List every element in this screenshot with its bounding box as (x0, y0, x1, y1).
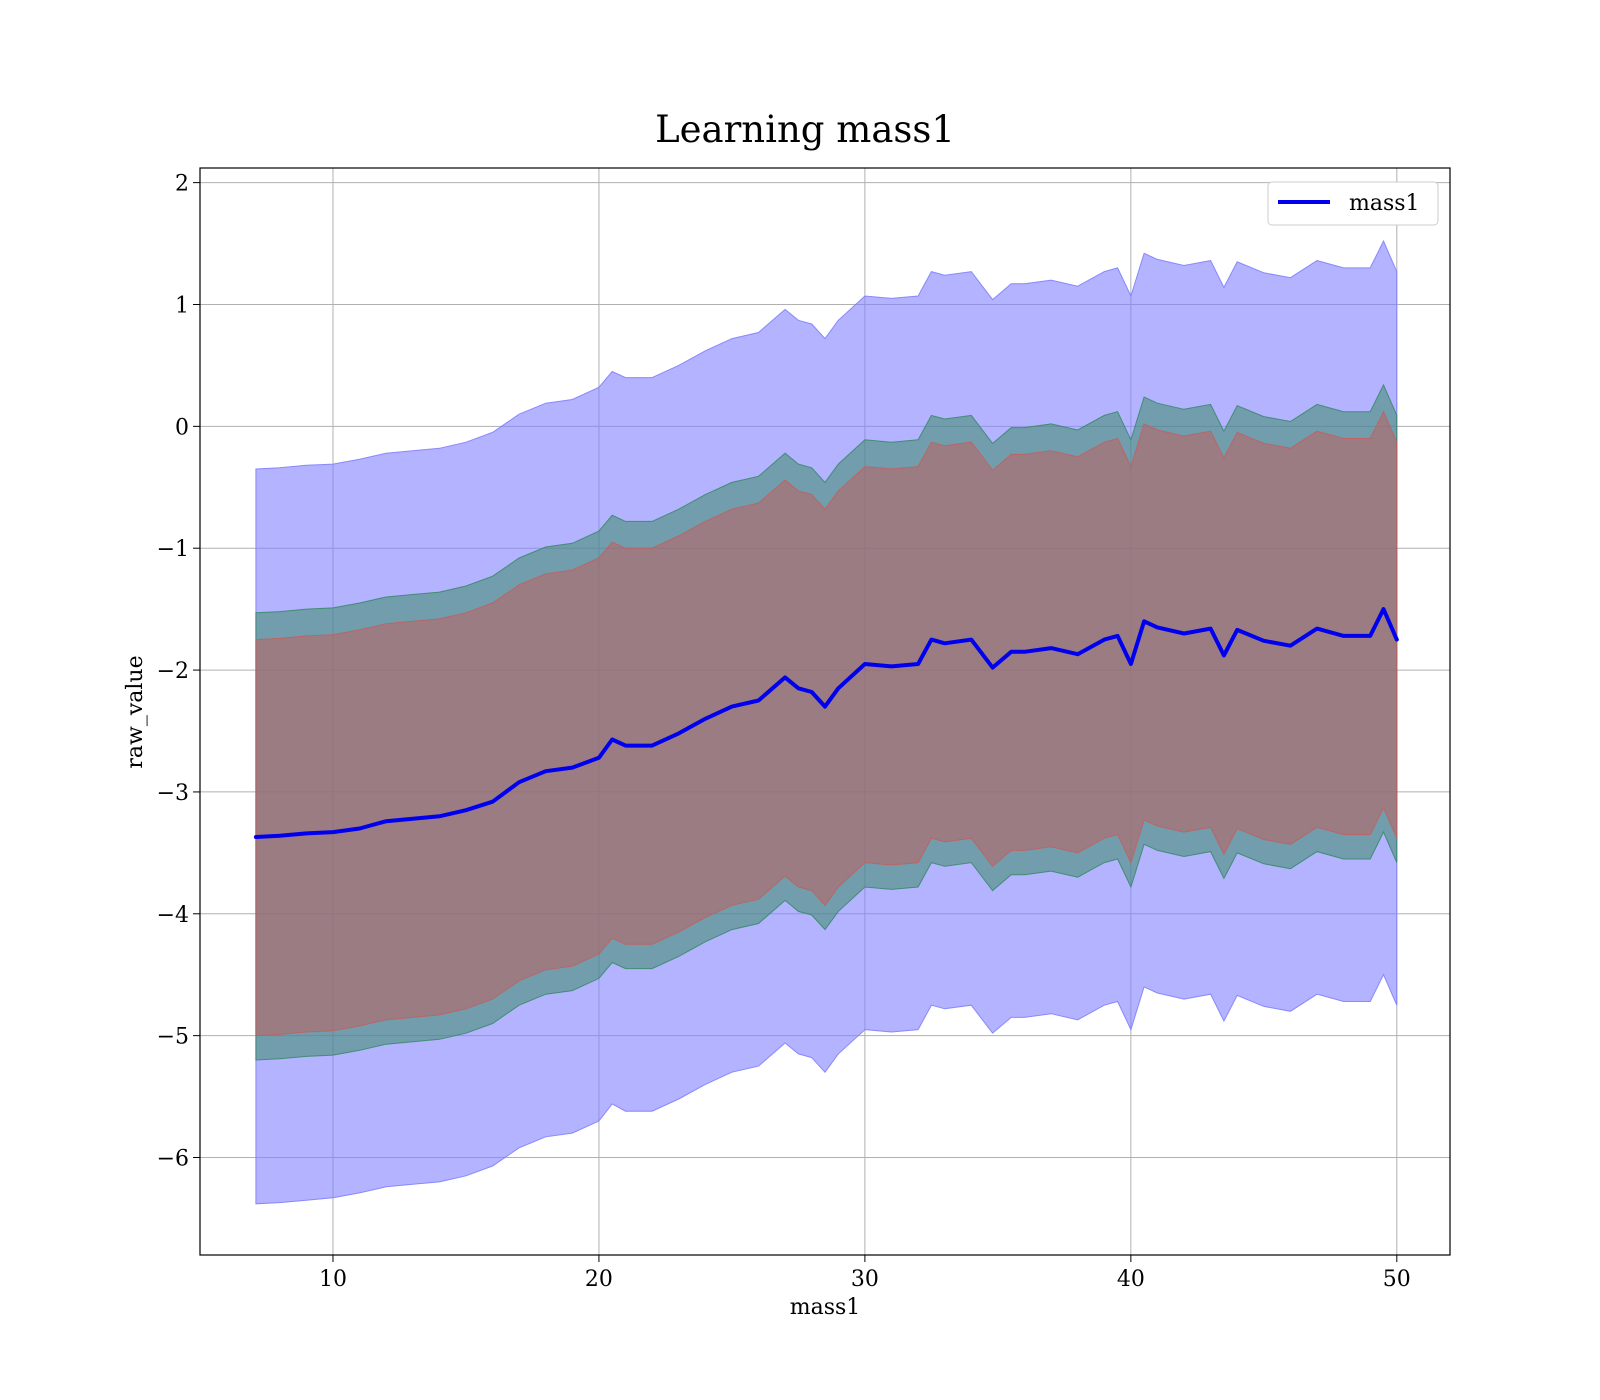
band-layer (255, 239, 1398, 1205)
band-2 (255, 410, 1398, 1037)
legend: mass1 (1267, 181, 1439, 226)
chart-title: Learning mass1 (655, 108, 955, 151)
y-tick-label: −4 (157, 903, 189, 928)
x-tick-label: 10 (319, 1267, 347, 1292)
series-line-mass1 (253, 607, 1399, 839)
y-tick-label: −1 (157, 537, 189, 562)
y-axis-label: raw_value (123, 655, 148, 768)
y-tick-label: 2 (175, 172, 189, 197)
x-tick-label: 30 (851, 1267, 879, 1292)
y-tick-label: −2 (157, 659, 189, 684)
legend-label-mass1: mass1 (1349, 191, 1420, 216)
y-tick-label: 1 (175, 293, 189, 318)
x-tick-label: 40 (1117, 1267, 1145, 1292)
x-tick-label: 50 (1383, 1267, 1411, 1292)
y-tick-label: −5 (157, 1025, 189, 1050)
y-tick-label: −6 (157, 1147, 189, 1172)
x-tick-label: 20 (585, 1267, 613, 1292)
x-axis-label: mass1 (790, 1295, 861, 1320)
plot-frame (199, 167, 1451, 1256)
line-layer (253, 607, 1399, 839)
y-tick-label: 0 (175, 415, 189, 440)
y-tick-label: −3 (157, 781, 189, 806)
legend-box (1267, 181, 1439, 226)
